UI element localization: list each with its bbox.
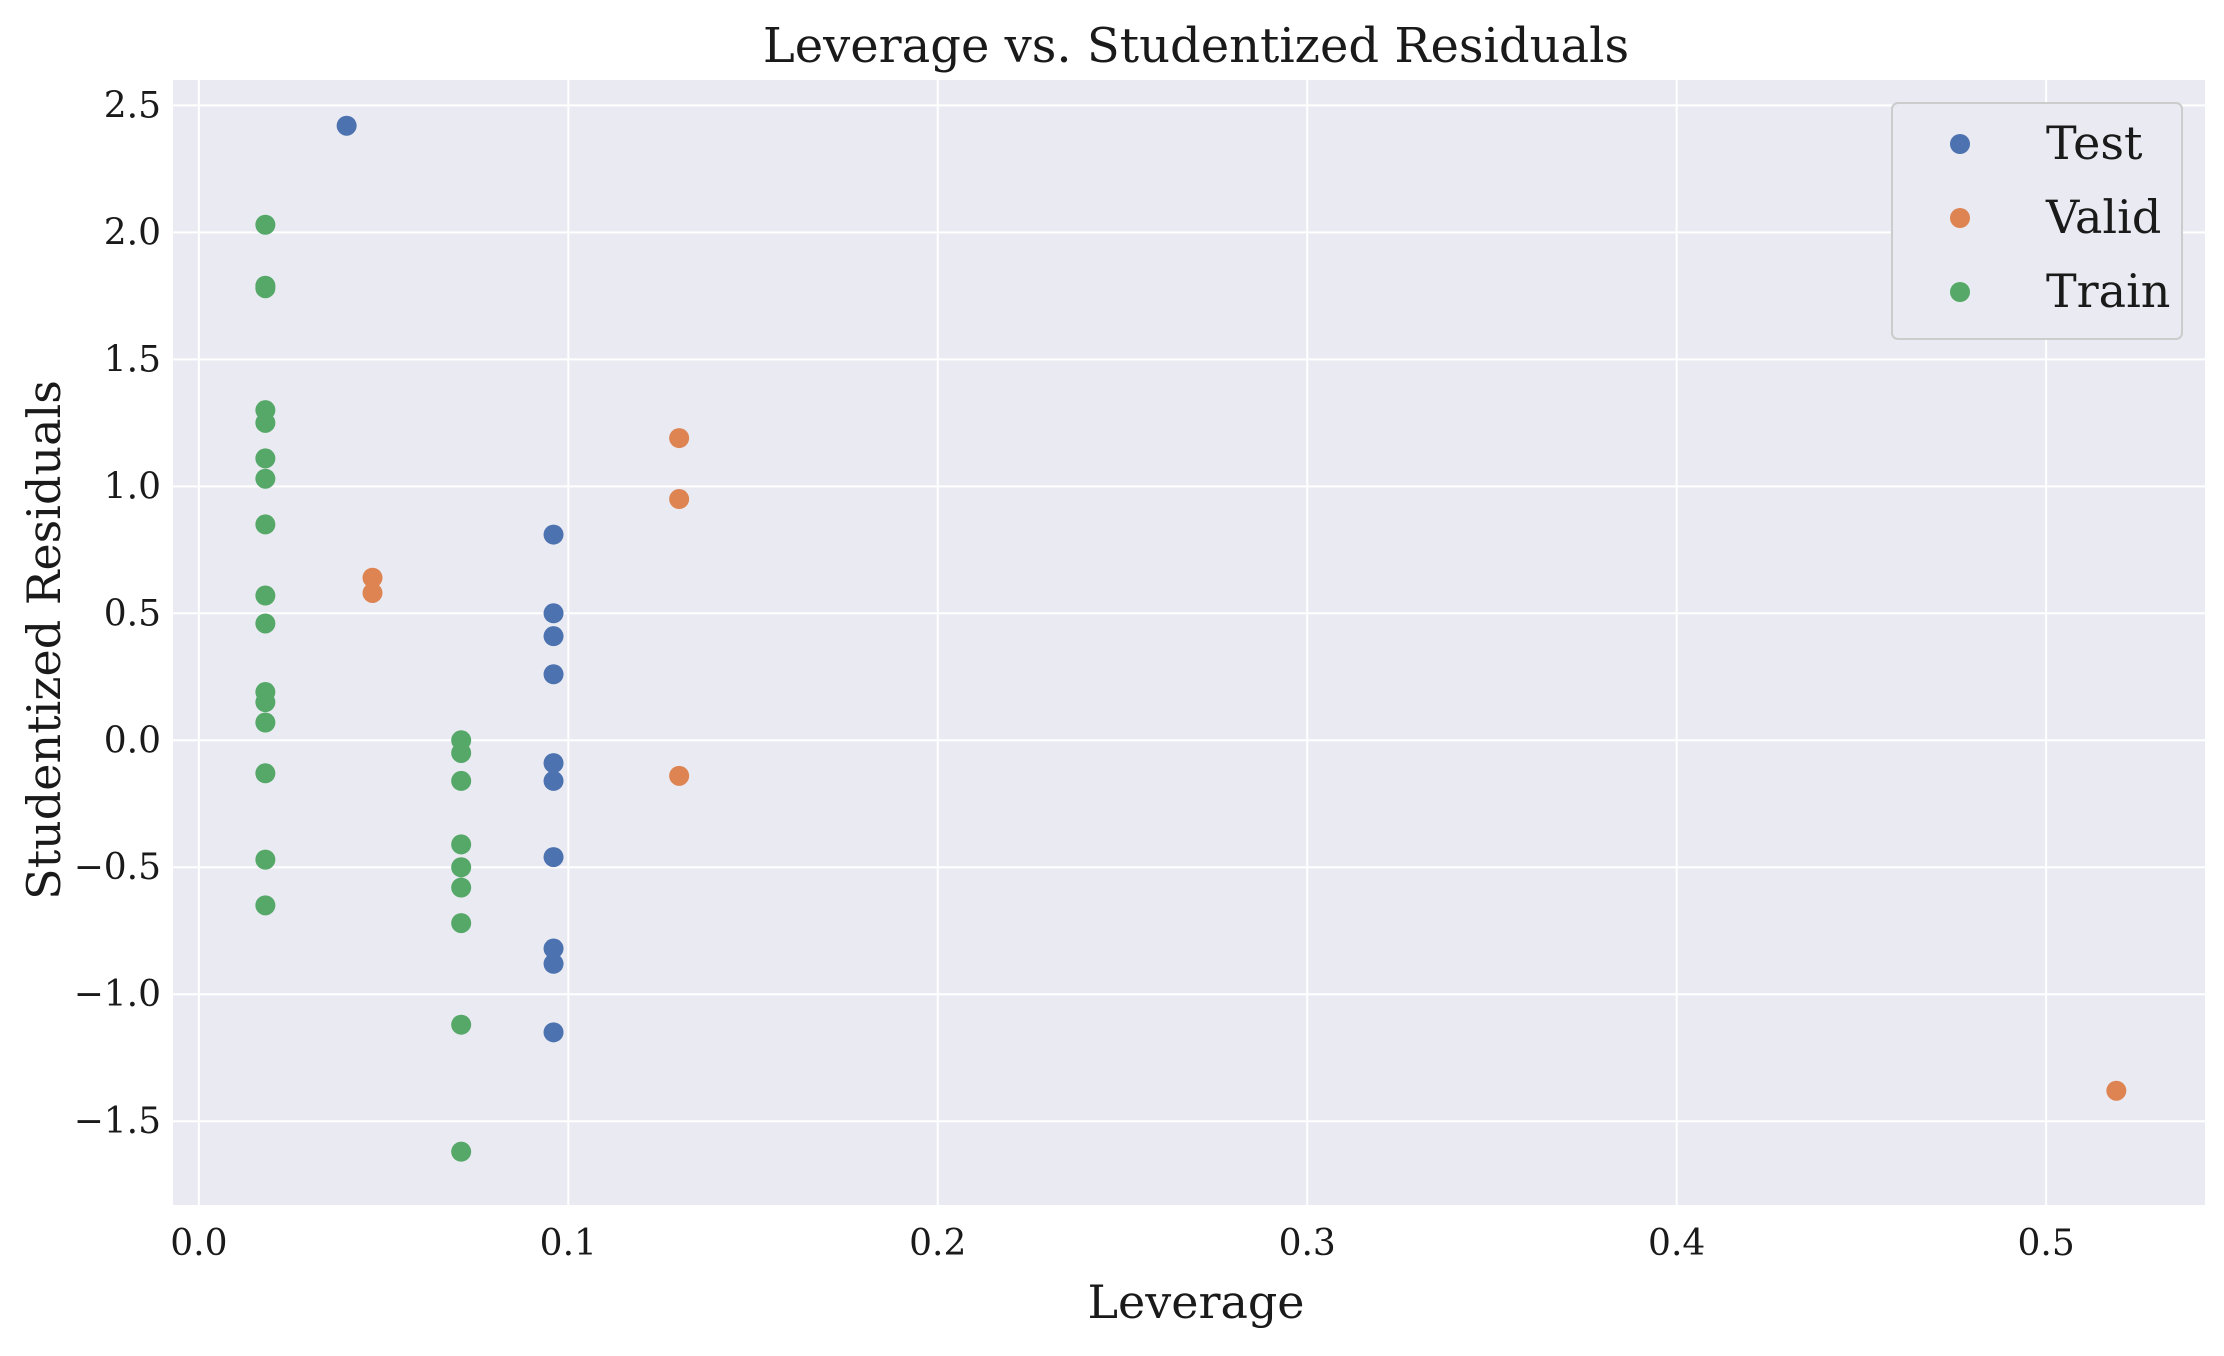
train-point <box>255 468 276 489</box>
y-tick-label: 0.0 <box>104 720 161 761</box>
y-tick-label: −1.0 <box>74 974 161 1015</box>
train-point <box>451 857 472 878</box>
train-point <box>255 585 276 606</box>
test-point <box>543 524 564 545</box>
legend-label-test: Test <box>2046 116 2143 170</box>
legend: Test Valid Train <box>1891 102 2183 340</box>
y-tick-label: 2.5 <box>104 85 161 126</box>
test-point <box>543 770 564 791</box>
tick-labels: 0.0 0.1 0.2 0.3 0.4 0.5 −1.5 −1.0 −0.5 0.0 0.5 1.0 1… <box>74 85 2075 1264</box>
legend-label-train: Train <box>2046 264 2170 318</box>
train-point <box>451 742 472 763</box>
test-point <box>543 1022 564 1043</box>
train-point <box>255 214 276 235</box>
train-point <box>255 613 276 634</box>
train-point <box>255 763 276 784</box>
legend-label-valid: Valid <box>2045 190 2161 244</box>
legend-marker-test <box>1950 134 1970 154</box>
train-point <box>255 712 276 733</box>
train-point <box>255 412 276 433</box>
train-point <box>451 770 472 791</box>
y-tick-label: −0.5 <box>74 847 161 888</box>
train-point <box>451 877 472 898</box>
test-point <box>543 847 564 868</box>
legend-marker-train <box>1950 282 1970 302</box>
train-point <box>255 895 276 916</box>
train-point <box>255 849 276 870</box>
x-tick-label: 0.4 <box>1648 1223 1705 1264</box>
test-point <box>543 664 564 685</box>
valid-point <box>669 489 690 510</box>
y-tick-label: −1.5 <box>74 1101 161 1142</box>
test-point <box>543 938 564 959</box>
train-point <box>255 692 276 713</box>
valid-point <box>2106 1080 2127 1101</box>
y-tick-label: 0.5 <box>104 593 161 634</box>
legend-marker-valid <box>1950 208 1970 228</box>
valid-point <box>362 567 383 588</box>
valid-point <box>669 428 690 449</box>
test-point <box>543 953 564 974</box>
x-tick-label: 0.2 <box>909 1223 966 1264</box>
test-point <box>543 626 564 647</box>
y-tick-label: 2.0 <box>104 212 161 253</box>
plot-area <box>173 80 2205 1205</box>
train-point <box>451 834 472 855</box>
x-tick-label: 0.5 <box>2018 1223 2075 1264</box>
valid-point <box>669 765 690 786</box>
y-axis-label: Studentized Residuals <box>17 380 71 900</box>
train-point <box>255 278 276 299</box>
x-axis-label: Leverage <box>1087 1275 1304 1329</box>
x-tick-label: 0.3 <box>1279 1223 1336 1264</box>
y-tick-label: 1.5 <box>104 339 161 380</box>
x-tick-label: 0.0 <box>170 1223 227 1264</box>
data-points <box>255 115 2127 1162</box>
train-point <box>255 514 276 535</box>
y-tick-label: 1.0 <box>104 466 161 507</box>
chart-title: Leverage vs. Studentized Residuals <box>763 18 1629 74</box>
grid-lines <box>173 80 2205 1205</box>
valid-point <box>362 582 383 603</box>
train-point <box>255 448 276 469</box>
x-tick-label: 0.1 <box>540 1223 597 1264</box>
legend-box <box>1891 102 2183 340</box>
train-point <box>451 1014 472 1035</box>
test-point <box>543 603 564 624</box>
test-point <box>336 115 357 136</box>
train-point <box>451 1141 472 1162</box>
test-point <box>543 753 564 774</box>
train-point <box>451 913 472 934</box>
